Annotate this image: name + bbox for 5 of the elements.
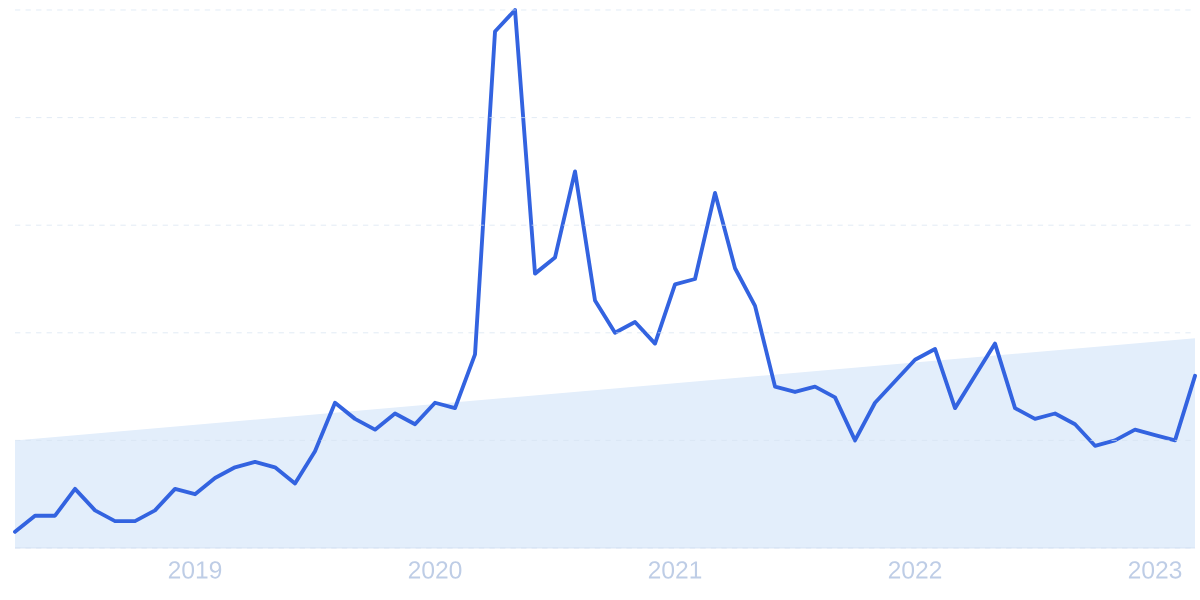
x-tick-label: 2019 [168,561,222,579]
x-tick-label: 2023 [1128,561,1182,579]
x-tick-label: 2021 [648,561,702,579]
x-tick-label: 2022 [888,561,942,579]
x-tick-label: 2020 [408,561,462,579]
